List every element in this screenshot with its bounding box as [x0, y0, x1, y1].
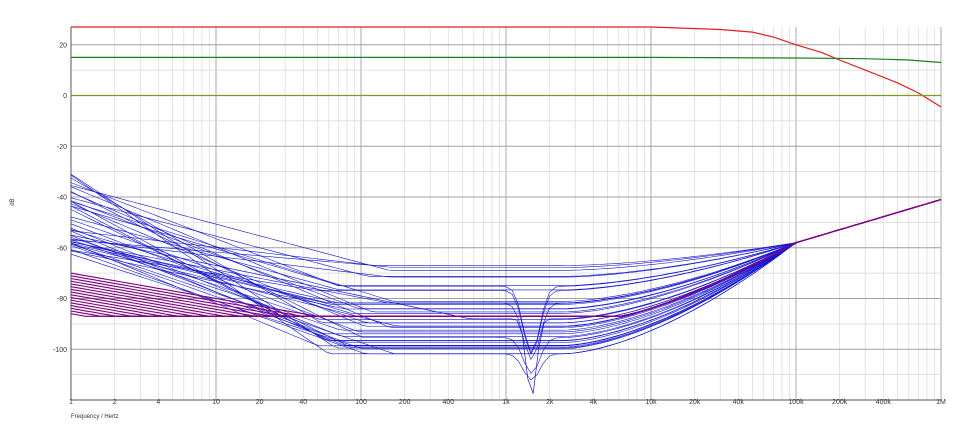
x-tick-label: 1M [936, 399, 946, 406]
x-tick-label: 2 [113, 399, 117, 406]
x-tick-label: 2k [546, 399, 554, 406]
x-tick-label: 100 [355, 399, 367, 406]
series-group [70, 26, 942, 394]
x-tick-label: 400 [442, 399, 454, 406]
y-tick-label: -80 [57, 296, 67, 303]
y-tick-label: -100 [53, 347, 67, 354]
y-axis-label: dB [10, 198, 16, 205]
y-tick-label: -60 [57, 245, 67, 252]
axes: 1 2 4 10 20 40 100 200 400 1k 2k 4k 10k 20k 40k 100k 200… [53, 27, 946, 406]
x-axis-label: Frequency / Hertz [71, 414, 119, 420]
x-tick-label: 400k [876, 399, 892, 406]
x-tick-label: 40k [733, 399, 745, 406]
x-tick-label: 40 [299, 399, 307, 406]
x-tick-label: 4 [156, 399, 160, 406]
x-tick-label: 20k [689, 399, 701, 406]
x-tick-label: 200k [832, 399, 848, 406]
y-tick-label: -20 [57, 144, 67, 151]
red-trace [71, 26, 942, 108]
green-trace [71, 56, 942, 64]
purple-curve-family [70, 198, 942, 317]
x-tick-label: 100k [788, 399, 804, 406]
x-tick-label: 1k [502, 399, 510, 406]
grid [70, 27, 942, 401]
x-tick-label: 200 [399, 399, 411, 406]
y-tick-label: -40 [57, 195, 67, 202]
x-tick-label: 1 [69, 399, 73, 406]
x-tick-label: 10 [212, 399, 220, 406]
x-tick-label: 4k [590, 399, 598, 406]
y-tick-label: 20 [59, 42, 67, 49]
purple-curve [70, 198, 942, 317]
x-tick-label: 20 [256, 399, 264, 406]
x-tick-label: 10k [645, 399, 657, 406]
y-tick-label: 0 [63, 93, 67, 100]
